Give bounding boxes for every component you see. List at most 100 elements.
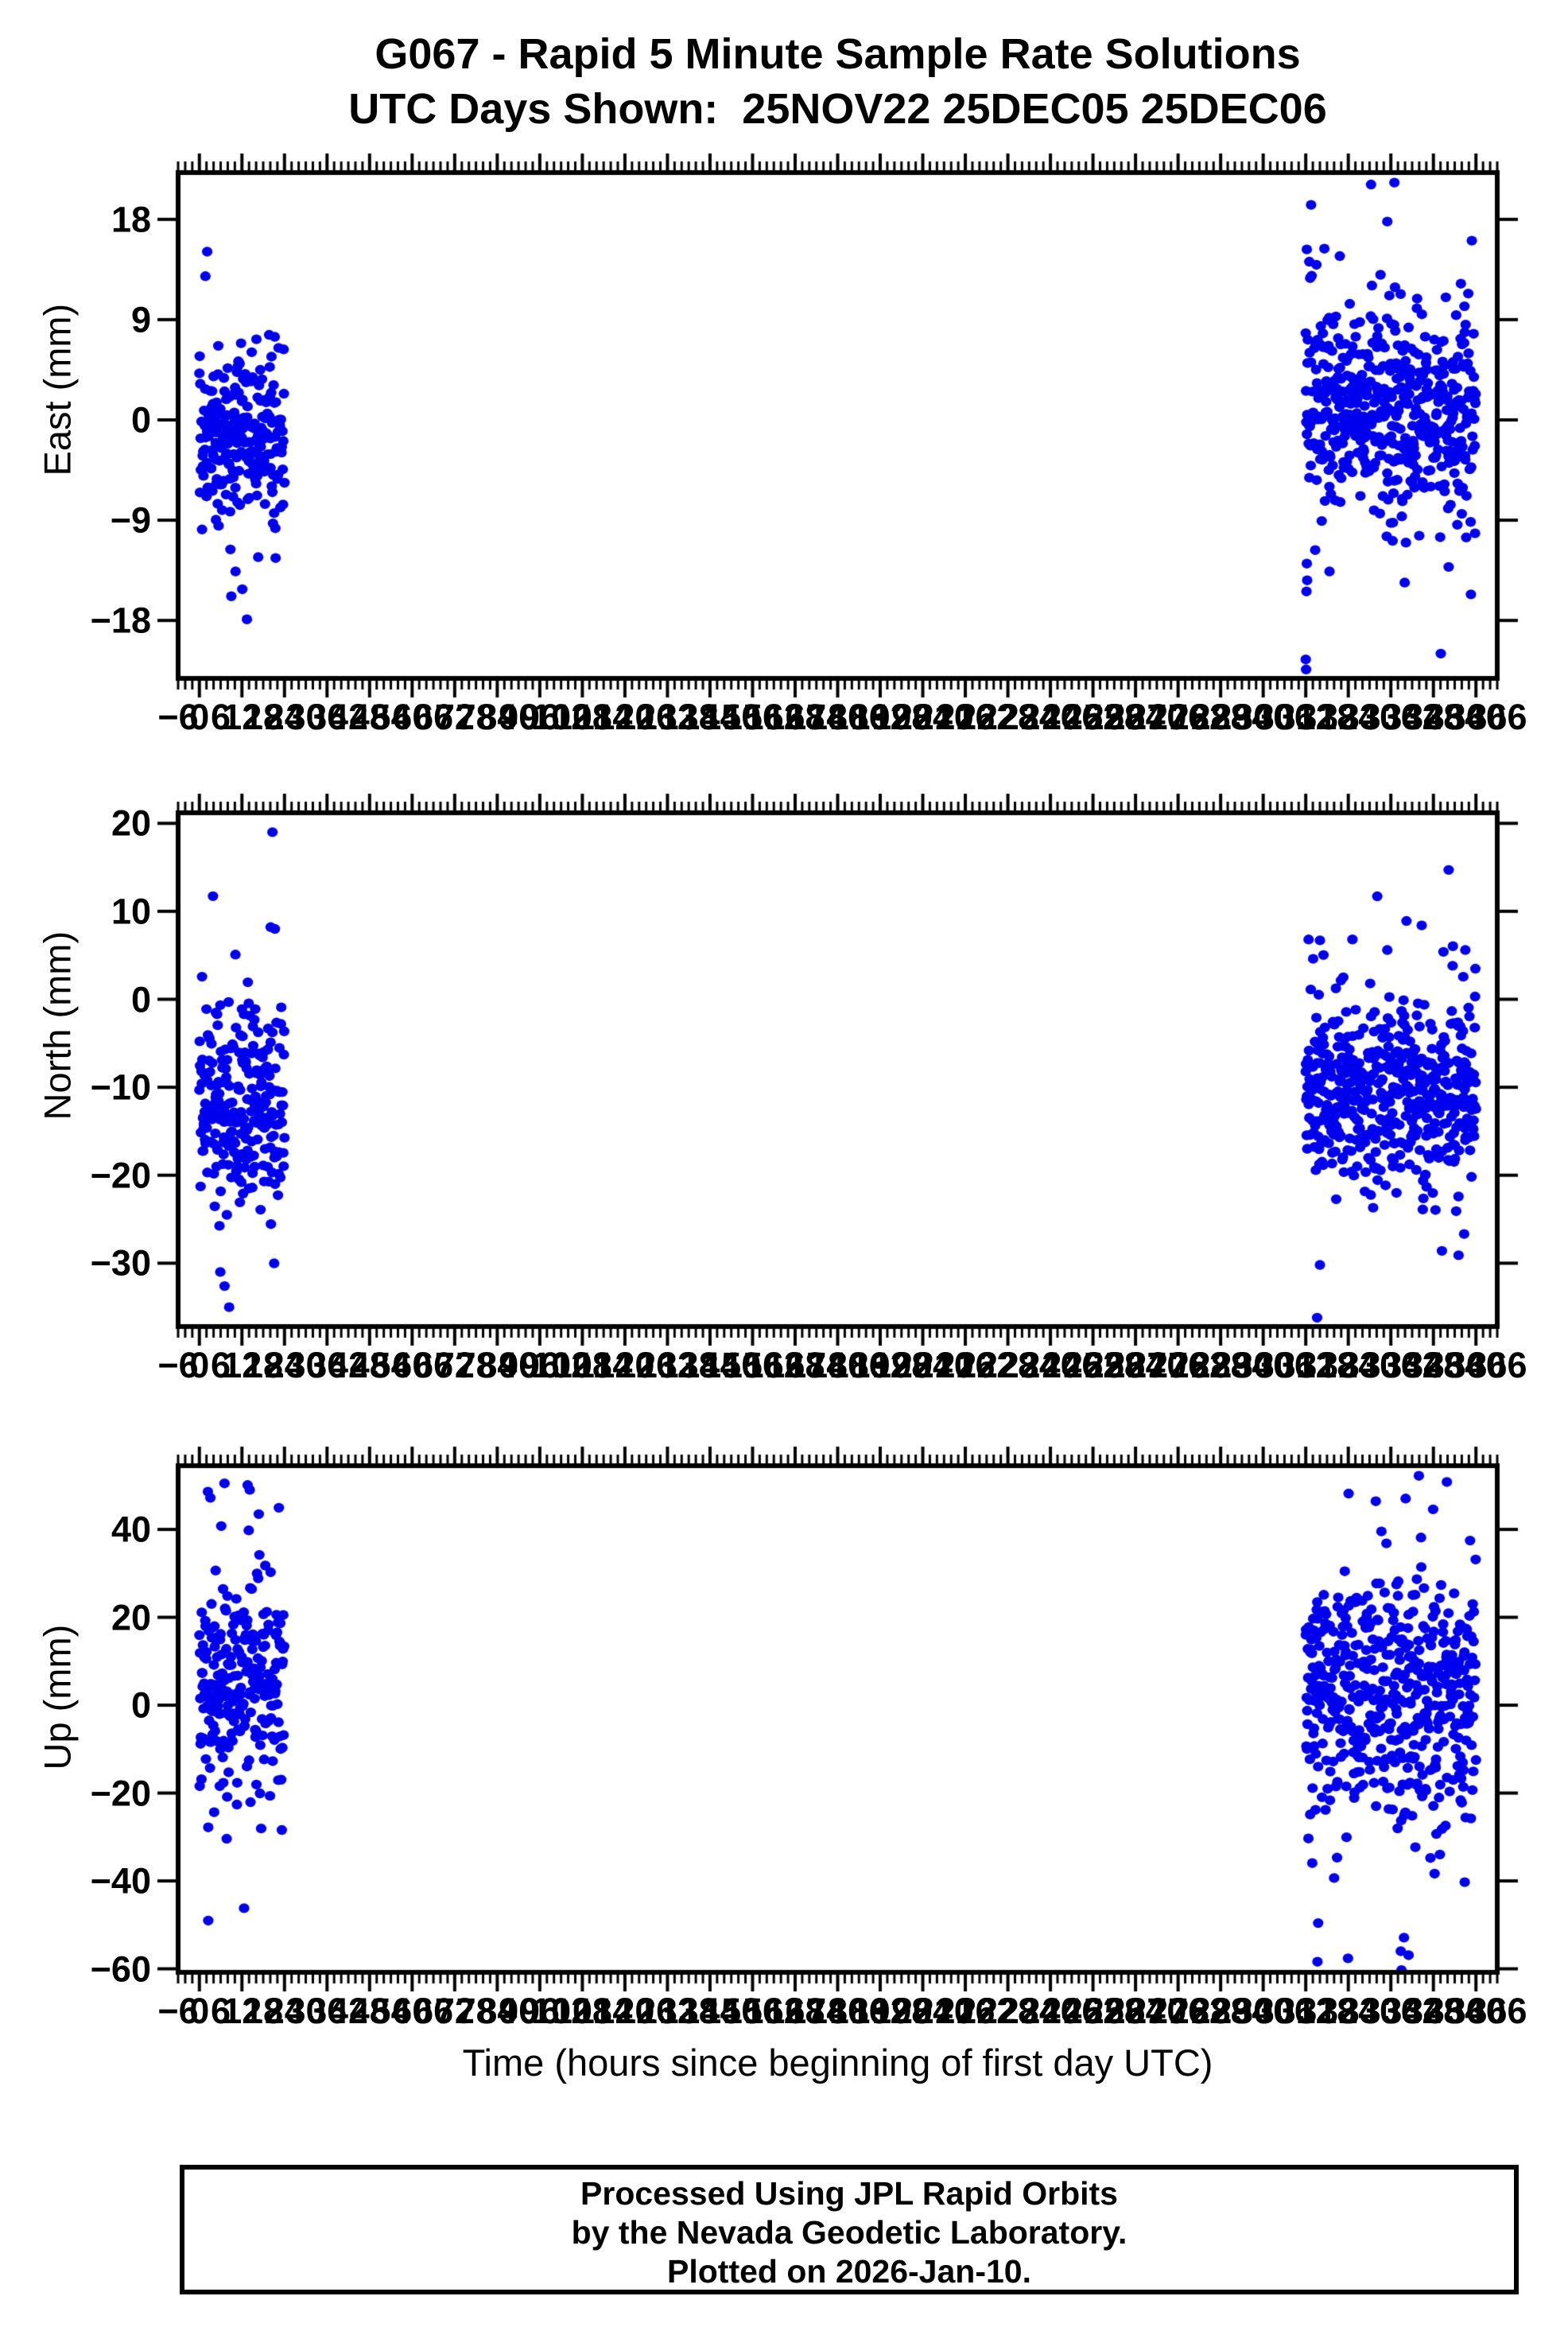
x-tick-label: 168 [765, 1345, 825, 1385]
x-tick-label: 324 [1318, 697, 1379, 737]
x-tick-label: 12 [222, 1991, 262, 2031]
x-tick-label: 204 [892, 1991, 953, 2031]
x-tick-label: 84 [477, 1345, 518, 1385]
x-tick-label: 18 [243, 1991, 284, 2031]
x-tick-label: 336 [1360, 697, 1421, 737]
x-tick-label: 0 [189, 1991, 210, 2031]
x-tick-label: 138 [658, 1345, 719, 1385]
x-tick-label: 114 [574, 1345, 633, 1385]
x-tick-label: 360 [1446, 1991, 1506, 2031]
chart-subtitle: UTC Days Shown: 25NOV22 25DEC05 25DEC06 [348, 85, 1327, 133]
y-tick-label: −9 [110, 499, 151, 541]
x-tick-label: 270 [1127, 1345, 1187, 1385]
x-tick-label: 144 [680, 1345, 740, 1385]
x-tick-label: 60 [392, 1345, 433, 1385]
x-tick-labels-east: −6 0 6 12 18 24 30 36 42 48 54 60 66 72 78 84 90 96 102 108… [157, 697, 1527, 739]
x-tick-label: 18 [243, 1345, 284, 1385]
x-tick-label: 60 [392, 1991, 433, 2031]
x-tick-label: 66 [413, 1345, 454, 1385]
x-tick-label: 354 [1424, 1345, 1485, 1385]
x-tick-label: 258 [1084, 697, 1144, 737]
x-tick-label: 300 [1233, 1345, 1294, 1385]
x-tick-label: 276 [1148, 697, 1209, 737]
x-tick-label: 306 [1254, 697, 1314, 737]
x-tick-label: 48 [349, 1991, 390, 2031]
x-tick-label: 48 [349, 1345, 390, 1385]
x-tick-label: 96 [519, 697, 560, 737]
x-tick-label: 132 [637, 1345, 697, 1385]
x-tick-label: 114 [574, 1991, 633, 2031]
x-tick-label: 336 [1360, 1345, 1421, 1385]
x-tick-label: 186 [829, 1991, 889, 2031]
x-tick-label: −6 [157, 1345, 199, 1385]
x-tick-label: 300 [1233, 1991, 1294, 2031]
x-tick-label: 228 [978, 1991, 1038, 2031]
x-tick-label: 102 [531, 1991, 592, 2031]
x-tick-label: 138 [658, 1991, 719, 2031]
x-tick-label: 276 [1148, 1345, 1209, 1385]
x-axis-title: Time (hours since beginning of first day… [462, 2042, 1213, 2084]
x-tick-label: 18 [243, 697, 284, 737]
x-tick-label: 258 [1084, 1345, 1144, 1385]
x-tick-label: 348 [1403, 1345, 1464, 1385]
x-tick-label: 312 [1275, 697, 1336, 737]
x-tick-label: 30 [285, 1991, 326, 2031]
x-tick-label: 60 [392, 697, 433, 737]
x-tick-label: 96 [519, 1991, 560, 2031]
x-tick-label: 78 [456, 1345, 496, 1385]
x-tick-label: 132 [637, 697, 697, 737]
x-tick-label: 54 [371, 1345, 411, 1385]
x-tick-label: 192 [850, 1345, 910, 1385]
x-tick-label: 96 [519, 1345, 560, 1385]
x-tick-label: 6 [211, 1991, 231, 2031]
x-tick-label: 348 [1403, 697, 1464, 737]
x-tick-label: 222 [957, 1991, 1017, 2031]
x-tick-label: 66 [413, 697, 454, 737]
x-tick-label: 294 [1212, 1345, 1272, 1385]
x-tick-label: 54 [371, 697, 411, 737]
x-tick-label: 342 [1382, 1345, 1442, 1385]
x-tick-label: 0 [189, 697, 210, 737]
x-tick-label: 102 [531, 697, 592, 737]
x-tick-label: 264 [1105, 697, 1166, 737]
x-tick-label: 102 [531, 1345, 592, 1385]
x-tick-label: 174 [786, 1991, 847, 2031]
y-tick-label: 18 [111, 199, 151, 240]
x-tick-label: 294 [1212, 697, 1272, 737]
x-tick-label: 342 [1382, 697, 1442, 737]
x-tick-label: 36 [307, 1345, 347, 1385]
x-tick-label: 90 [499, 1991, 539, 2031]
x-tick-label: 240 [1020, 1991, 1081, 2031]
y-tick-label: −20 [90, 1155, 151, 1196]
x-tick-label: 228 [978, 697, 1038, 737]
x-tick-label: 138 [658, 697, 719, 737]
x-tick-label: 270 [1127, 697, 1187, 737]
chart-title: G067 - Rapid 5 Minute Sample Rate Soluti… [375, 30, 1301, 78]
x-tick-label: 42 [328, 697, 369, 737]
x-tick-label: 252 [1063, 697, 1124, 737]
x-tick-label: 162 [743, 697, 804, 737]
x-tick-label: 192 [850, 1991, 910, 2031]
y-tick-label: 0 [130, 979, 151, 1020]
x-tick-label: 264 [1105, 1991, 1166, 2031]
x-tick-label: 210 [914, 697, 974, 737]
x-tick-label: 366 [1467, 697, 1527, 737]
x-tick-label: 312 [1275, 1345, 1336, 1385]
x-tick-label: 282 [1169, 1345, 1229, 1385]
x-tick-label: 42 [328, 1345, 369, 1385]
x-tick-label: 228 [978, 1345, 1038, 1385]
x-tick-label: 24 [264, 1991, 305, 2031]
x-tick-label: 216 [935, 1345, 996, 1385]
x-tick-label: 132 [637, 1991, 697, 2031]
x-tick-label: 180 [807, 697, 868, 737]
x-tick-label: 270 [1127, 1991, 1187, 2031]
x-tick-label: 126 [616, 1991, 677, 2031]
x-tick-label: 168 [765, 1991, 825, 2031]
x-tick-label: 360 [1446, 697, 1506, 737]
x-tick-labels-up: −6 0 6 12 18 24 30 36 42 48 54 60 66 72 78 84 90 96 102 108… [157, 1991, 1527, 2033]
x-tick-label: 150 [701, 1991, 762, 2031]
x-tick-label: 324 [1318, 1991, 1379, 2031]
chart-title-block: G067 - Rapid 5 Minute Sample Rate Soluti… [178, 27, 1497, 137]
x-tick-labels-north: −6 0 6 12 18 24 30 36 42 48 54 60 66 72 78 84 90 96 102 108… [157, 1345, 1527, 1387]
footer-line-1: Processed Using JPL Rapid Orbits [580, 2175, 1118, 2212]
